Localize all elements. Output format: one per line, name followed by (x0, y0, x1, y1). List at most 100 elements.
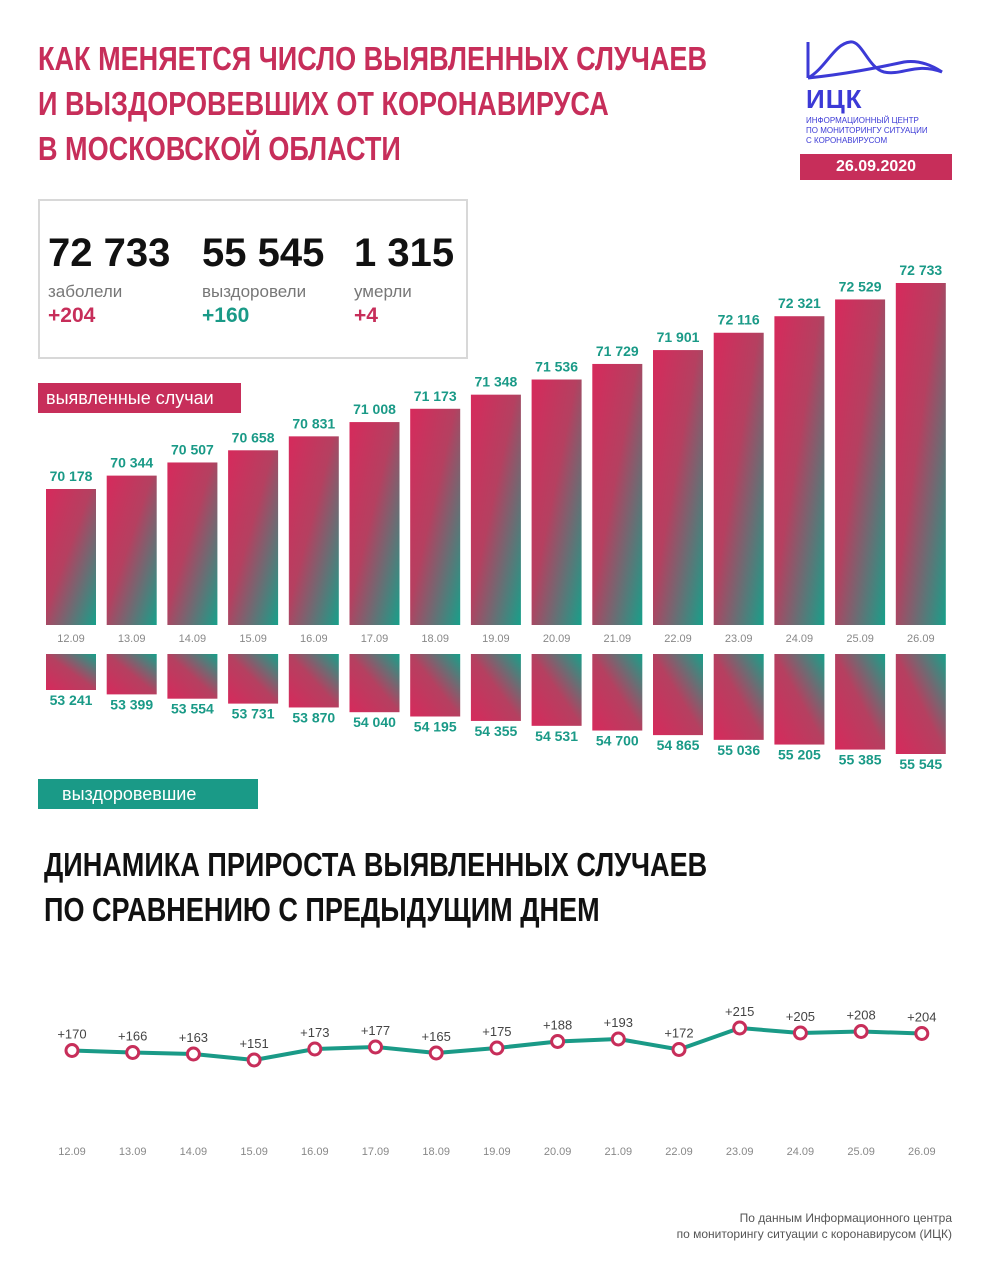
bar-label-recovered: 55 545 (899, 756, 942, 772)
data-point (246, 1052, 262, 1068)
bar-infected (288, 436, 339, 625)
x-tick-label: 15.09 (239, 633, 267, 645)
bar-recovered (653, 654, 703, 736)
data-point (185, 1046, 201, 1062)
point-label: +205 (786, 1009, 815, 1024)
x-tick-label: 17.09 (361, 633, 389, 645)
stat-value: 1 315 (354, 231, 455, 275)
point-label: +188 (543, 1018, 572, 1033)
x-tick-label: 13.09 (119, 1146, 147, 1158)
bar-infected (592, 363, 643, 625)
title-line: В МОСКОВСКОЙ ОБЛАСТИ (38, 130, 401, 167)
bar-recovered (167, 654, 218, 699)
bar-recovered (592, 654, 643, 731)
logo-abbr: ИЦК (806, 84, 863, 114)
data-point (428, 1045, 444, 1061)
bar-label-infected: 72 116 (718, 312, 760, 328)
bar-label-recovered: 53 241 (50, 692, 93, 708)
data-point (368, 1039, 383, 1055)
bar-infected (835, 299, 886, 625)
bar-label-recovered: 54 700 (596, 733, 639, 749)
logo-subtitle-line: С КОРОНАВИРУСОМ (806, 136, 888, 145)
x-tick-label: 19.09 (483, 1146, 511, 1158)
point-label: +163 (179, 1030, 208, 1045)
source-line: по мониторингу ситуации с коронавирусом … (676, 1227, 952, 1241)
bar-label-infected: 70 831 (292, 415, 335, 431)
stats-summary: 72 733 заболели +204 55 545 выздоровели … (38, 199, 468, 359)
recovered-tag: выздоровевшие (38, 779, 258, 809)
data-point (550, 1034, 566, 1049)
x-tick-label: 26.09 (907, 633, 935, 645)
title-line: КАК МЕНЯЕТСЯ ЧИСЛО ВЫЯВЛЕННЫХ СЛУЧАЕВ (38, 40, 708, 77)
bar-infected (228, 450, 279, 625)
x-tick-label: 16.09 (300, 633, 328, 645)
x-tick-label: 21.09 (604, 633, 632, 645)
bar-recovered (895, 654, 946, 754)
x-tick-label: 19.09 (482, 633, 510, 645)
x-tick-label: 22.09 (664, 633, 692, 645)
x-tick-label: 12.09 (58, 1146, 86, 1158)
bar-label-recovered: 53 399 (110, 696, 153, 712)
bar-label-infected: 72 529 (839, 278, 882, 294)
bar-infected (470, 394, 521, 625)
bar-infected (713, 332, 764, 625)
bar-recovered (835, 654, 886, 750)
bar-label-infected: 70 658 (232, 429, 275, 445)
logo-subtitle-line: ИНФОРМАЦИОННЫЙ ЦЕНТР (806, 116, 919, 125)
x-tick-label: 25.09 (847, 1146, 875, 1158)
bar-label-infected: 70 507 (171, 441, 214, 457)
point-label: +172 (664, 1026, 693, 1041)
title-line: И ВЫЗДОРОВЕВШИХ ОТ КОРОНАВИРУСА (38, 85, 609, 122)
page-title: КАК МЕНЯЕТСЯ ЧИСЛО ВЫЯВЛЕННЫХ СЛУЧАЕВ И … (38, 36, 708, 171)
section2-title: ДИНАМИКА ПРИРОСТА ВЫЯВЛЕННЫХ СЛУЧАЕВ ПО … (44, 842, 707, 932)
bar-recovered (410, 654, 461, 717)
point-label: +204 (907, 1010, 936, 1025)
stat-deaths: 1 315 умерли +4 (354, 231, 454, 328)
bar-infected (106, 475, 157, 625)
bar-recovered (774, 654, 825, 745)
data-point (610, 1031, 626, 1047)
x-tick-label: 18.09 (422, 1146, 450, 1158)
source-line: По данным Информационного центра (739, 1211, 952, 1225)
x-tick-label: 22.09 (665, 1146, 693, 1158)
bar-label-recovered: 54 355 (474, 723, 517, 739)
point-label: +215 (725, 1004, 754, 1019)
bar-label-recovered: 55 385 (839, 752, 882, 768)
bar-label-recovered: 54 865 (657, 737, 700, 753)
point-label: +151 (239, 1036, 268, 1051)
data-point (792, 1025, 808, 1041)
point-label: +177 (361, 1023, 390, 1038)
bar-infected (895, 283, 946, 625)
logo-subtitle: ИНФОРМАЦИОННЫЙ ЦЕНТР ПО МОНИТОРИНГУ СИТУ… (806, 116, 956, 146)
x-tick-label: 23.09 (726, 1146, 754, 1158)
bar-label-infected: 71 729 (596, 343, 639, 359)
data-point (671, 1042, 687, 1057)
bar-recovered (349, 654, 400, 713)
bar-label-recovered: 54 195 (414, 719, 457, 735)
bar-chart: 70 178 12.09 53 241 70 344 13.09 53 399 70 507… (46, 262, 946, 772)
section2-title-line: ДИНАМИКА ПРИРОСТА ВЫЯВЛЕННЫХ СЛУЧАЕВ (44, 846, 708, 883)
mountain-wave-icon (806, 40, 943, 80)
stat-delta: +4 (354, 304, 378, 327)
bar-infected (774, 316, 825, 625)
point-label: +165 (422, 1029, 451, 1044)
stat-delta: +204 (48, 304, 96, 327)
bar-recovered (470, 654, 521, 721)
bar-label-recovered: 53 870 (292, 709, 335, 725)
x-tick-label: 20.09 (544, 1146, 572, 1158)
point-label: +208 (846, 1008, 875, 1023)
x-tick-label: 25.09 (846, 633, 874, 645)
data-point (732, 1020, 748, 1036)
bar-infected (349, 422, 400, 625)
data-point (914, 1026, 930, 1041)
bar-recovered (288, 654, 339, 708)
bar-infected (410, 408, 461, 625)
stat-label: умерли (354, 282, 412, 301)
logo-subtitle-line: ПО МОНИТОРИНГУ СИТУАЦИИ (806, 126, 928, 135)
x-tick-label: 26.09 (908, 1146, 936, 1158)
bar-label-infected: 71 173 (414, 388, 457, 404)
data-point (125, 1045, 141, 1060)
bar-recovered (46, 654, 96, 690)
bar-label-recovered: 53 554 (171, 701, 214, 717)
bar-label-infected: 71 348 (474, 374, 517, 390)
